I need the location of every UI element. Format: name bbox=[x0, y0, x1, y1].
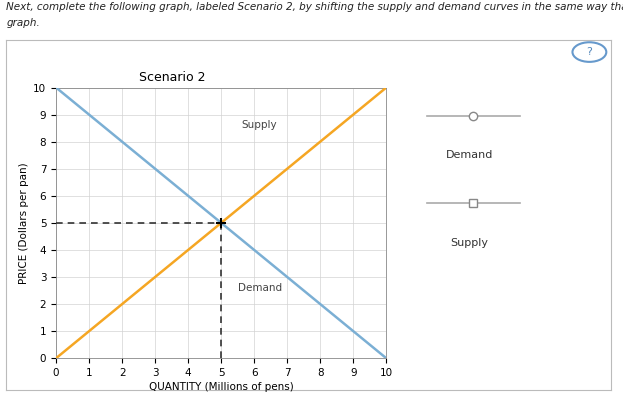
Y-axis label: PRICE (Dollars per pan): PRICE (Dollars per pan) bbox=[19, 162, 29, 284]
Text: ?: ? bbox=[586, 47, 592, 57]
Text: Demand: Demand bbox=[238, 283, 282, 293]
Text: Supply: Supply bbox=[451, 238, 488, 248]
Text: Demand: Demand bbox=[446, 150, 493, 160]
X-axis label: QUANTITY (Millions of pens): QUANTITY (Millions of pens) bbox=[149, 382, 293, 392]
Text: graph.: graph. bbox=[6, 18, 40, 28]
Text: Supply: Supply bbox=[241, 120, 277, 130]
Text: Next, complete the following graph, labeled Scenario 2, by shifting the supply a: Next, complete the following graph, labe… bbox=[6, 2, 623, 12]
Text: Scenario 2: Scenario 2 bbox=[138, 70, 205, 84]
